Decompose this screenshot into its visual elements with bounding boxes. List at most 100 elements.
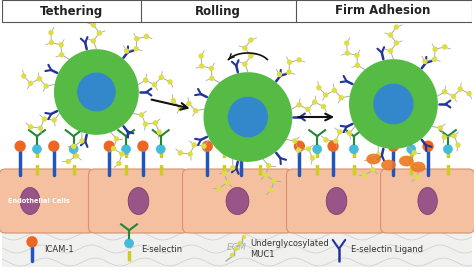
- Circle shape: [168, 80, 172, 84]
- Circle shape: [33, 145, 41, 154]
- Circle shape: [313, 100, 317, 104]
- Circle shape: [332, 88, 337, 93]
- Circle shape: [242, 235, 246, 238]
- Ellipse shape: [400, 156, 413, 166]
- Circle shape: [111, 147, 116, 150]
- Ellipse shape: [20, 188, 40, 214]
- Circle shape: [145, 34, 148, 39]
- FancyBboxPatch shape: [89, 169, 189, 233]
- Circle shape: [157, 130, 161, 134]
- Ellipse shape: [418, 188, 438, 214]
- Ellipse shape: [382, 160, 395, 170]
- Circle shape: [297, 58, 301, 62]
- Circle shape: [356, 63, 359, 67]
- Circle shape: [230, 253, 234, 257]
- Circle shape: [410, 160, 413, 164]
- Circle shape: [345, 41, 349, 45]
- Circle shape: [458, 87, 462, 91]
- Circle shape: [117, 161, 121, 165]
- Circle shape: [452, 134, 456, 138]
- Circle shape: [371, 168, 375, 172]
- Circle shape: [294, 141, 304, 151]
- Circle shape: [334, 139, 338, 143]
- Circle shape: [202, 144, 206, 148]
- Circle shape: [293, 139, 297, 143]
- FancyBboxPatch shape: [381, 169, 474, 233]
- Circle shape: [345, 51, 349, 55]
- Circle shape: [15, 141, 25, 151]
- Circle shape: [264, 173, 268, 177]
- Circle shape: [138, 141, 148, 151]
- Text: Rolling: Rolling: [195, 4, 241, 17]
- Circle shape: [140, 113, 144, 117]
- Circle shape: [243, 46, 247, 50]
- Circle shape: [423, 60, 427, 63]
- Circle shape: [412, 151, 416, 155]
- Circle shape: [451, 94, 456, 98]
- Circle shape: [433, 47, 437, 51]
- Circle shape: [236, 141, 246, 151]
- Circle shape: [272, 179, 276, 183]
- Ellipse shape: [226, 188, 249, 214]
- Circle shape: [415, 175, 419, 179]
- Text: E-selectin: E-selectin: [141, 245, 182, 253]
- Circle shape: [418, 166, 421, 170]
- Circle shape: [202, 141, 212, 151]
- Circle shape: [321, 105, 326, 109]
- Circle shape: [178, 151, 182, 155]
- Circle shape: [37, 77, 41, 81]
- Circle shape: [134, 47, 138, 51]
- Circle shape: [52, 118, 56, 122]
- Circle shape: [267, 164, 271, 168]
- Circle shape: [22, 74, 26, 78]
- Circle shape: [219, 145, 228, 154]
- Circle shape: [225, 181, 229, 185]
- Text: Firm Adhesion: Firm Adhesion: [335, 4, 430, 17]
- Circle shape: [38, 126, 42, 130]
- Circle shape: [194, 109, 198, 113]
- Circle shape: [66, 160, 70, 163]
- Circle shape: [144, 122, 147, 126]
- FancyBboxPatch shape: [286, 169, 386, 233]
- Circle shape: [49, 141, 59, 151]
- Circle shape: [347, 131, 351, 135]
- Text: Endothelial Cells: Endothelial Cells: [8, 198, 70, 204]
- Circle shape: [27, 237, 37, 247]
- Circle shape: [49, 31, 53, 35]
- Circle shape: [339, 96, 343, 100]
- Circle shape: [467, 92, 471, 96]
- Circle shape: [28, 81, 33, 85]
- Circle shape: [249, 54, 253, 58]
- Circle shape: [78, 73, 115, 111]
- Circle shape: [313, 145, 322, 154]
- Circle shape: [210, 76, 214, 80]
- Circle shape: [235, 248, 237, 250]
- Circle shape: [310, 156, 314, 160]
- Circle shape: [44, 84, 48, 88]
- Circle shape: [288, 60, 292, 64]
- Circle shape: [306, 107, 310, 111]
- Circle shape: [153, 83, 156, 87]
- Circle shape: [368, 158, 372, 162]
- Circle shape: [337, 130, 342, 134]
- Circle shape: [442, 135, 446, 139]
- Circle shape: [307, 147, 310, 151]
- Text: ECM: ECM: [227, 242, 247, 252]
- Circle shape: [394, 41, 399, 45]
- Circle shape: [28, 125, 33, 129]
- Circle shape: [199, 54, 203, 58]
- Circle shape: [228, 97, 267, 137]
- Circle shape: [269, 188, 273, 193]
- Circle shape: [297, 148, 301, 152]
- Bar: [2, 0, 472, 22]
- Circle shape: [376, 153, 380, 157]
- Circle shape: [192, 143, 196, 147]
- Circle shape: [443, 45, 447, 49]
- Circle shape: [200, 64, 204, 68]
- Circle shape: [217, 186, 221, 190]
- Circle shape: [120, 152, 124, 156]
- Circle shape: [74, 154, 79, 158]
- Circle shape: [154, 121, 157, 125]
- Circle shape: [287, 70, 291, 74]
- Circle shape: [55, 50, 138, 134]
